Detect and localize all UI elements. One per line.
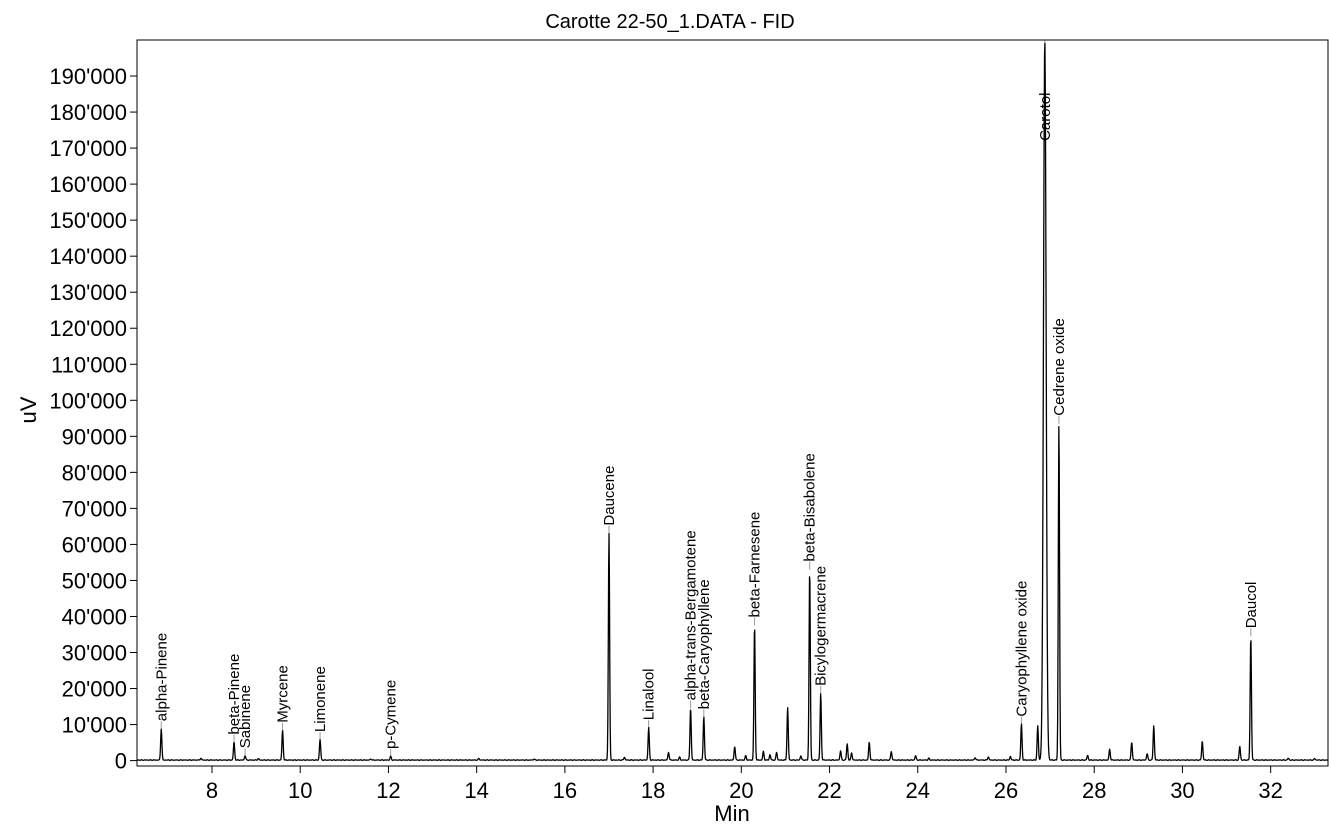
y-tick-label: 140'000 (49, 244, 127, 269)
y-tick-label: 0 (115, 749, 127, 774)
x-tick-label: 12 (376, 778, 400, 803)
y-tick-label: 40'000 (62, 604, 127, 629)
y-tick-label: 170'000 (49, 136, 127, 161)
fid-signal-trace (136, 42, 1329, 762)
y-tick-label: 100'000 (49, 388, 127, 413)
chart-title: Carotte 22-50_1.DATA - FID (545, 11, 794, 33)
peak-label: Bicylogermacrene (813, 566, 830, 686)
peak-label: beta-Caryophyllene (696, 579, 713, 709)
peak-label: alpha-trans-Bergamotene (683, 530, 700, 700)
y-tick-label: 90'000 (62, 424, 127, 449)
peak-label: beta-Bisabolene (802, 453, 819, 561)
x-tick-label: 30 (1170, 778, 1194, 803)
x-tick-label: 18 (641, 778, 665, 803)
x-tick-label: 32 (1258, 778, 1282, 803)
y-tick-label: 190'000 (49, 64, 127, 89)
y-tick-label: 60'000 (62, 532, 127, 557)
peak-label: Caryophyllene oxide (1013, 581, 1030, 717)
x-tick-label: 16 (553, 778, 577, 803)
peak-label: Sabinene (237, 685, 254, 748)
peak-label: Daucene (601, 466, 618, 526)
peak-label: beta-Pinene (226, 654, 243, 735)
y-tick-label: 130'000 (49, 280, 127, 305)
peak-label: Myrcene (275, 665, 292, 723)
peak-label: Limonene (312, 666, 329, 732)
x-tick-label: 10 (288, 778, 312, 803)
x-tick-label: 14 (464, 778, 488, 803)
x-tick-label: 22 (817, 778, 841, 803)
peak-label: p-Cymene (383, 680, 400, 749)
plot-frame (136, 39, 1329, 767)
y-tick-label: 70'000 (62, 496, 127, 521)
x-tick-label: 26 (994, 778, 1018, 803)
y-tick-label: 50'000 (62, 568, 127, 593)
peak-label: Linalool (641, 668, 658, 720)
y-tick-label: 30'000 (62, 641, 127, 666)
y-tick-label: 150'000 (49, 208, 127, 233)
y-axis-ticks: 0 10'000 20'000 30'000 40'000 50'000 60'000 70'… (49, 64, 137, 774)
x-axis-ticks: 8 10 12 14 16 18 20 22 24 26 28 30 32 (206, 766, 1283, 803)
peak-label: alpha-Pinene (153, 633, 170, 721)
x-tick-label: 20 (729, 778, 753, 803)
y-tick-label: 180'000 (49, 100, 127, 125)
peak-label: beta-Farnesene (747, 512, 764, 618)
y-tick-label: 120'000 (49, 316, 127, 341)
x-axis-label: Min (714, 801, 749, 826)
y-tick-label: 20'000 (62, 677, 127, 702)
x-tick-label: 8 (206, 778, 218, 803)
y-tick-label: 10'000 (62, 713, 127, 738)
y-tick-label: 80'000 (62, 460, 127, 485)
y-tick-label: 160'000 (49, 172, 127, 197)
y-axis-label: uV (16, 396, 41, 423)
x-tick-label: 24 (906, 778, 930, 803)
peak-label: Carotol (1037, 93, 1054, 141)
peak-label: Cedrene oxide (1051, 318, 1068, 416)
y-tick-label: 110'000 (51, 352, 127, 377)
x-tick-label: 28 (1082, 778, 1106, 803)
peak-label: Daucol (1243, 582, 1260, 629)
